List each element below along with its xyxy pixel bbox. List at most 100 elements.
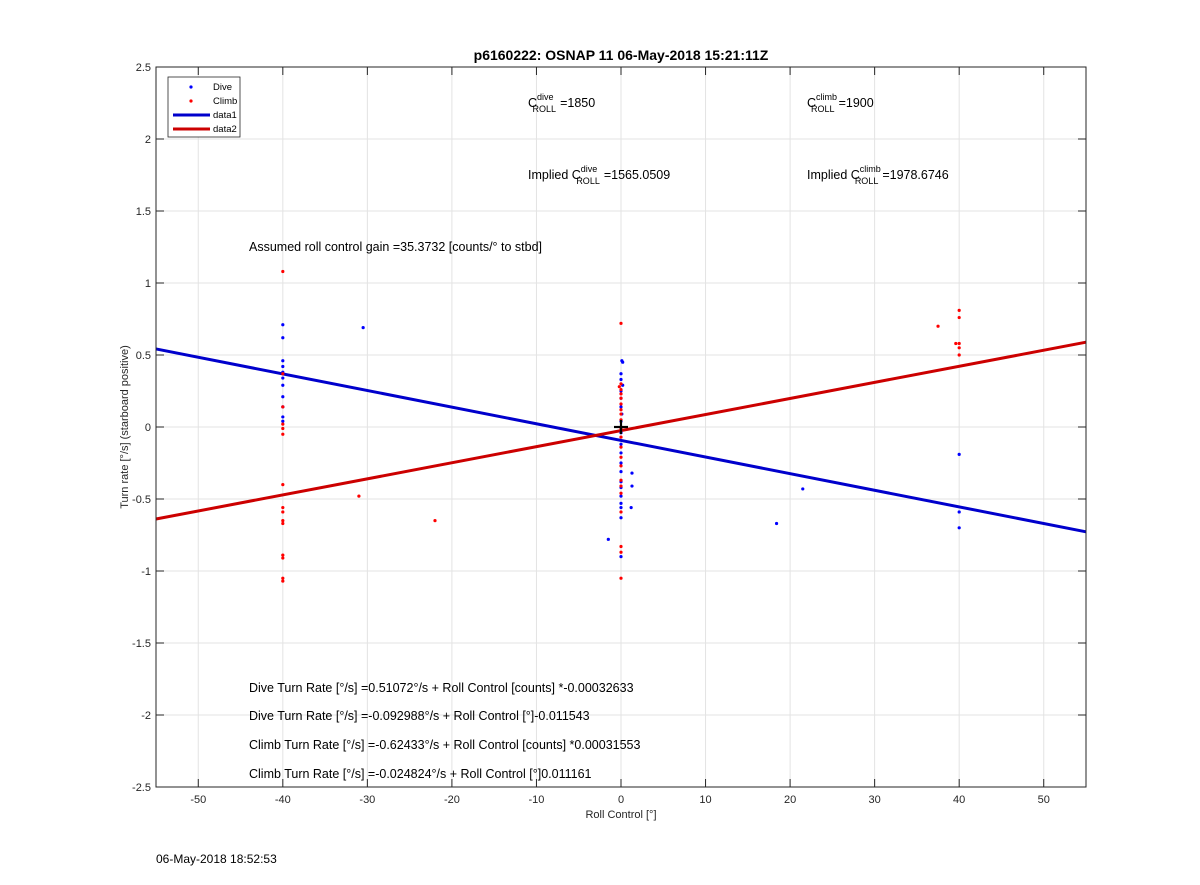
point-dive — [281, 383, 285, 387]
point-dive — [774, 521, 779, 526]
point-dive — [619, 506, 623, 510]
y-tick-label: 1.5 — [136, 206, 151, 218]
point-dive — [801, 487, 805, 491]
point-dive — [619, 442, 623, 446]
point-climb — [619, 402, 623, 406]
x-tick-label: -20 — [444, 794, 460, 806]
c-dive-annotation: Cdive ROLL =1850 — [528, 92, 595, 114]
legend-entry-data2: data2 — [173, 124, 237, 135]
point-dive — [619, 377, 623, 382]
point-climb — [619, 455, 623, 459]
point-dive — [621, 360, 625, 364]
legend: Dive Climb data1 data2 — [167, 76, 241, 138]
point-climb — [619, 484, 623, 488]
point-dive — [630, 471, 634, 475]
point-climb — [619, 435, 623, 439]
point-dive — [957, 510, 961, 514]
point-climb — [281, 422, 285, 426]
point-dive — [281, 395, 285, 399]
y-tick-label: 2.5 — [136, 62, 151, 74]
dive-equation-counts: Dive Turn Rate [°/s] =0.51072°/s + Roll … — [249, 681, 634, 695]
legend-label-data2: data2 — [213, 124, 237, 135]
point-climb — [619, 445, 623, 449]
climb-equation-degrees: Climb Turn Rate [°/s] =-0.024824°/s + Ro… — [249, 767, 592, 781]
point-dive — [629, 506, 633, 510]
point-climb — [281, 510, 285, 514]
point-climb — [619, 478, 623, 482]
ticks: -50 -40 -30 -20 -10 0 10 20 30 40 50-2.5-2-1.5-1-0… — [132, 62, 1086, 806]
point-climb — [957, 308, 961, 312]
point-climb — [954, 341, 958, 346]
point-dive — [281, 359, 285, 363]
point-dive — [619, 516, 623, 520]
x-tick-label: 40 — [953, 794, 965, 806]
x-tick-label: -10 — [529, 794, 545, 806]
legend-label-data1: data1 — [213, 110, 237, 121]
point-dive — [619, 494, 623, 498]
point-climb — [619, 510, 623, 514]
y-tick-label: -1.5 — [132, 638, 151, 650]
point-dive — [957, 526, 961, 530]
legend-box — [167, 76, 241, 138]
point-dive — [630, 484, 634, 488]
y-tick-label: -2 — [141, 710, 151, 722]
point-dive — [619, 372, 623, 376]
implied-climb-annotation: Implied Cclimb ROLL =1978.6746 — [807, 164, 949, 186]
point-climb — [619, 392, 623, 396]
point-climb — [957, 353, 961, 357]
x-tick-label: 30 — [869, 794, 881, 806]
y-tick-label: -0.5 — [132, 494, 151, 506]
footer-timestamp: 06-May-2018 18:52:53 — [156, 852, 277, 866]
y-tick-label: 2 — [145, 134, 151, 146]
point-dive — [619, 555, 623, 559]
y-axis-label: Turn rate [°/s] (starboard positive) — [119, 345, 131, 509]
legend-entry-dive: Dive — [189, 82, 232, 93]
point-dive — [619, 501, 623, 505]
y-tick-label: 0.5 — [136, 350, 151, 362]
point-dive — [281, 364, 285, 369]
point-dive — [619, 461, 623, 465]
point-climb — [619, 321, 623, 325]
x-tick-label: 50 — [1038, 794, 1050, 806]
legend-entry-data1: data1 — [173, 110, 237, 121]
point-climb — [619, 408, 623, 412]
series-layer — [155, 269, 1087, 583]
point-climb — [281, 576, 285, 580]
implied-dive-annotation: Implied Cdive ROLL =1565.0509 — [528, 164, 670, 186]
point-dive — [281, 419, 285, 423]
point-dive — [281, 336, 285, 340]
point-dive — [281, 415, 285, 419]
point-climb — [936, 324, 940, 328]
x-tick-label: 20 — [784, 794, 796, 806]
chart-title: p6160222: OSNAP 11 06-May-2018 15:21:11Z — [474, 47, 769, 63]
point-climb — [281, 483, 285, 487]
point-climb — [281, 426, 285, 431]
x-tick-label: -50 — [190, 794, 206, 806]
point-climb — [957, 341, 961, 346]
point-dive — [619, 451, 623, 455]
climb-equation-counts: Climb Turn Rate [°/s] =-0.62433°/s + Rol… — [249, 738, 641, 752]
point-climb — [619, 382, 623, 386]
point-climb — [619, 550, 623, 554]
point-climb — [619, 544, 623, 549]
gain-annotation: Assumed roll control gain =35.3732 [coun… — [249, 240, 542, 254]
point-climb — [281, 521, 285, 526]
x-tick-label: -40 — [275, 794, 291, 806]
y-tick-label: -1 — [141, 566, 151, 578]
point-climb — [619, 412, 623, 416]
point-climb — [433, 519, 437, 523]
x-tick-label: 10 — [699, 794, 711, 806]
point-dive — [606, 537, 610, 541]
point-climb — [617, 385, 621, 389]
y-tick-label: 0 — [145, 422, 151, 434]
point-climb — [281, 432, 285, 436]
point-dive — [957, 452, 961, 456]
point-climb — [619, 396, 623, 400]
legend-label-climb: Climb — [213, 96, 237, 107]
dive-equation-degrees: Dive Turn Rate [°/s] =-0.092988°/s + Rol… — [249, 709, 590, 723]
point-climb — [281, 519, 285, 523]
point-climb — [957, 315, 961, 320]
x-axis-label: Roll Control [°] — [585, 809, 656, 821]
point-climb — [619, 491, 623, 495]
